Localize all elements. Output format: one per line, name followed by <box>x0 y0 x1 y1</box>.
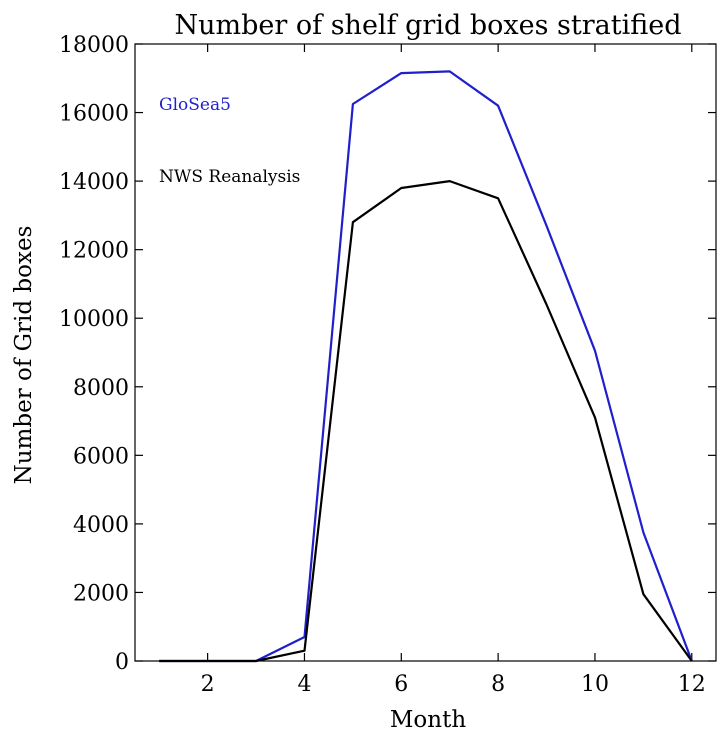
y-tick-label: 16000 <box>59 102 129 127</box>
legend-entry-1: GloSea5 <box>159 95 231 115</box>
y-axis-ticks: 0 2000 4000 6000 8000 10000 12000 14000 16000 180… <box>59 33 716 675</box>
chart-title: Number of shelf grid boxes stratified <box>175 10 682 41</box>
series-line-2 <box>159 180 693 663</box>
series-lines <box>159 70 693 663</box>
y-tick-label: 0 <box>115 650 129 675</box>
x-tick-label: 8 <box>491 672 505 697</box>
x-tick-label: 4 <box>297 672 311 697</box>
y-tick-label: 6000 <box>73 444 129 469</box>
plot-frame <box>134 43 717 662</box>
legend-entry-2: NWS Reanalysis <box>159 167 300 187</box>
y-tick-label: 12000 <box>59 239 129 264</box>
y-tick-label: 10000 <box>59 307 129 332</box>
y-tick-label: 18000 <box>59 33 129 58</box>
x-tick-label: 2 <box>201 672 215 697</box>
y-tick-label: 4000 <box>73 513 129 538</box>
x-tick-label: 12 <box>678 672 706 697</box>
y-tick-label: 14000 <box>59 170 129 195</box>
x-tick-label: 6 <box>394 672 408 697</box>
x-tick-label: 10 <box>581 672 609 697</box>
y-tick-label: 2000 <box>73 581 129 606</box>
x-axis-ticks: 2 4 6 8 10 12 <box>201 44 706 697</box>
legend: GloSea5 NWS Reanalysis <box>159 95 300 187</box>
x-axis-label: Month <box>390 707 466 733</box>
series-line-1 <box>159 70 693 663</box>
y-tick-label: 8000 <box>73 376 129 401</box>
y-axis-label: Number of Grid boxes <box>11 226 37 485</box>
